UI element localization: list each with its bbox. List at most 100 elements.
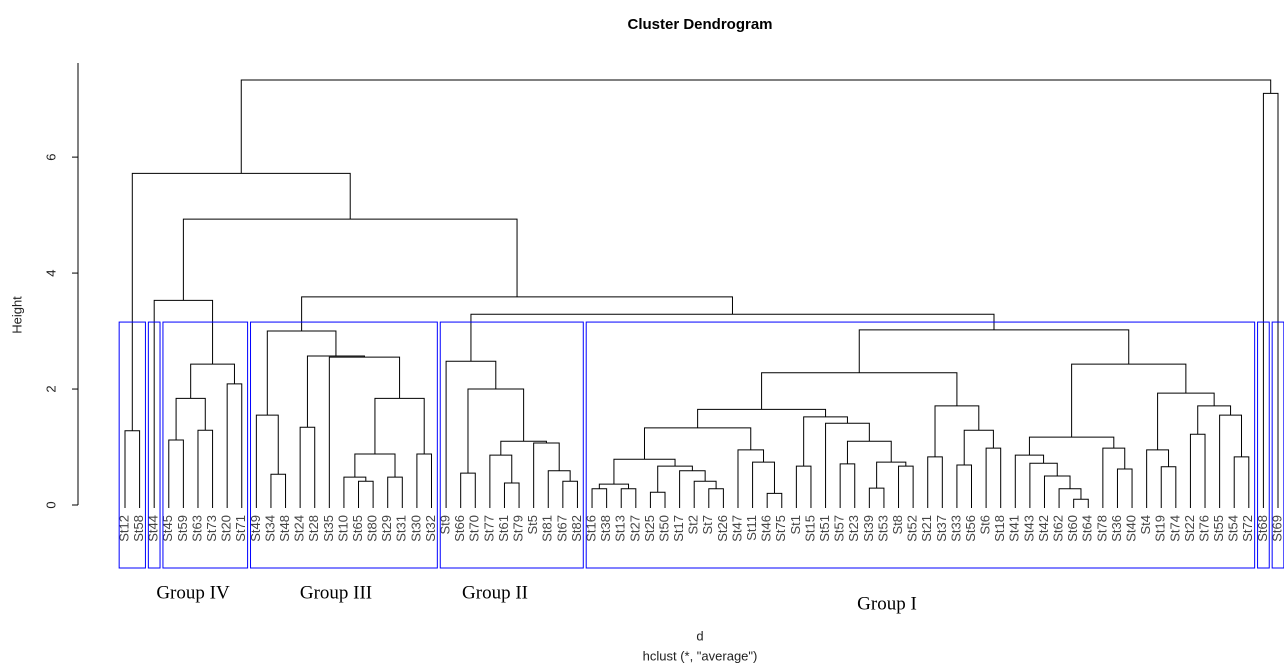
branch [266,330,337,416]
branch [846,440,892,464]
leaf-label: St49 [248,515,263,542]
branch [591,488,608,508]
branch [613,458,676,485]
branch [1160,466,1177,508]
leaf-label: St7 [700,515,715,535]
group-label: Group I [857,593,917,614]
leaf-label: St1 [788,515,803,535]
branch [533,442,560,508]
leaf-label: St55 [1211,515,1226,542]
leaf-label: St29 [379,515,394,542]
leaf-label: St26 [715,515,730,542]
cluster-box [250,321,438,569]
y-tick-label: 0 [43,501,58,508]
leaf-label: St82 [569,515,584,542]
branch [299,426,316,508]
chart-title: Cluster Dendrogram [627,16,772,33]
branch [868,487,885,508]
branch [825,422,870,508]
leaf-label: St30 [408,515,423,542]
branch [226,383,243,508]
branch [182,218,518,301]
branch [1043,475,1071,508]
y-tick-label: 6 [43,153,58,160]
branch [124,430,141,508]
branch [306,355,365,428]
leaf-label: St71 [233,515,248,542]
group-label: Group IV [156,582,230,603]
branch [1219,414,1243,508]
cluster-box [147,321,161,569]
leaf-label: St66 [452,515,467,542]
leaf-label: St45 [160,515,175,542]
leaf-label: St47 [729,515,744,542]
leaf-label: St79 [511,515,526,542]
leaf-label: St38 [598,515,613,542]
branch [697,408,827,428]
leaf-label: St81 [540,515,555,542]
y-axis-label: Height [9,296,24,334]
leaf-label: St64 [1080,515,1095,542]
branch [598,483,630,489]
leaf-label: St22 [1182,515,1197,542]
leaf-label: St61 [496,515,511,542]
branch [343,476,367,508]
branch [649,491,666,508]
leaf-label: St31 [394,515,409,542]
leaf-label: St46 [759,515,774,542]
leaf-label: St63 [189,515,204,542]
branch [1189,433,1206,508]
subtitle: hclust (*, "average") [643,648,758,663]
leaf-label: St68 [1255,515,1270,542]
leaf-label: St62 [1051,515,1066,542]
branch [175,397,206,441]
leaf-label: St54 [1226,515,1241,542]
branch [270,473,287,508]
leaf-label: St53 [875,515,890,542]
cluster-box [585,321,1256,569]
leaf-label: St69 [1269,515,1284,542]
leaf-label: St6 [978,515,993,535]
branch [460,472,476,508]
leaf-label: St27 [627,515,642,542]
leaf-label: St57 [832,515,847,542]
leaf-label: St77 [481,515,496,542]
branch [354,453,396,478]
leaf-label: St40 [1123,515,1138,542]
leaf-label: St24 [292,515,307,542]
leaf-label: St10 [335,515,350,542]
leaf-label: St56 [963,515,978,542]
leaf-label: St8 [890,515,905,535]
leaf-label: St28 [306,515,321,542]
leaf-label: St15 [802,515,817,542]
branch [547,470,571,508]
leaf-label: St41 [1007,515,1022,542]
branch [1262,92,1279,508]
branch [1073,498,1089,508]
branch [131,172,351,431]
leaf-label: St73 [204,515,219,542]
branch [467,388,525,474]
branch [328,356,401,508]
branch [1029,462,1058,508]
branch [761,372,958,410]
branch [489,454,513,508]
leaf-label: St21 [919,515,934,542]
leaf-label: St39 [861,515,876,542]
leaf-label: St50 [656,515,671,542]
leaf-label: St43 [1021,515,1036,542]
branch [985,447,1002,508]
leaf-label: St16 [583,515,598,542]
leaf-label: St78 [1094,515,1109,542]
branch [620,488,637,508]
leaf-label: St65 [350,515,365,542]
branch [416,453,432,508]
leaf-label: St20 [219,515,234,542]
branch [168,439,184,508]
leaf-label: St60 [1065,515,1080,542]
branch [708,488,724,508]
leaf-label: St70 [467,515,482,542]
branch [795,465,812,508]
leaf-label: St2 [686,515,701,535]
leaf-label: St11 [744,515,759,541]
